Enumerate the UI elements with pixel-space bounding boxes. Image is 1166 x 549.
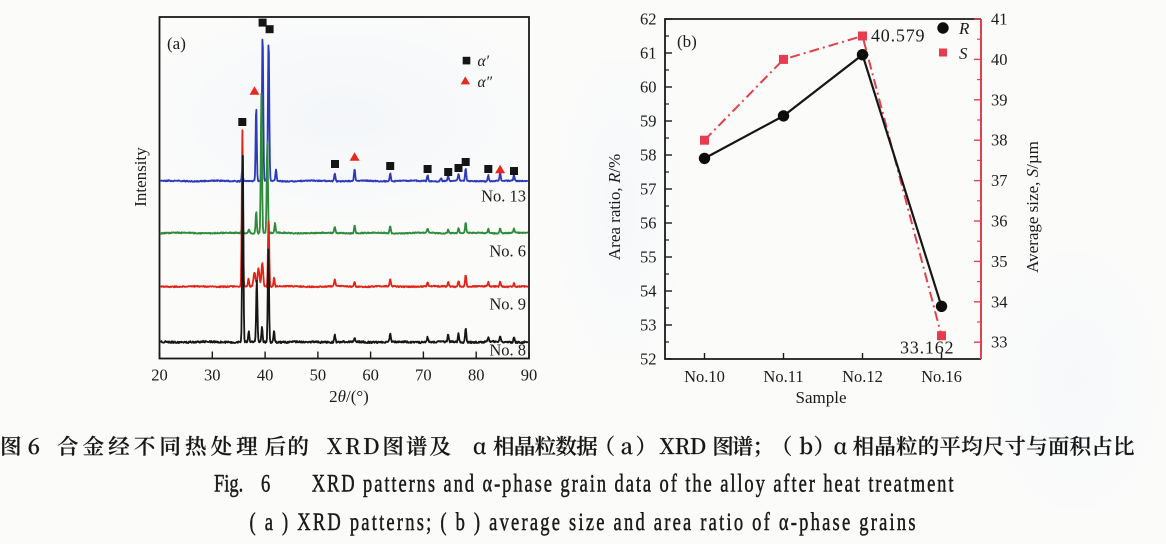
svg-text:36: 36 — [991, 212, 1008, 231]
svg-text:α′: α′ — [478, 53, 490, 70]
svg-text:61: 61 — [640, 44, 657, 63]
svg-text:R: R — [958, 19, 970, 38]
svg-text:90: 90 — [521, 366, 538, 385]
svg-text:6: 6 — [261, 469, 270, 497]
svg-text:( a ) XRD patterns; ( b ) aver: ( a ) XRD patterns; ( b ) average size a… — [250, 507, 916, 535]
svg-text:56: 56 — [640, 214, 657, 233]
svg-text:No.11: No.11 — [763, 367, 803, 386]
svg-text:37: 37 — [991, 171, 1008, 190]
svg-text:60: 60 — [640, 78, 657, 97]
svg-text:33.162: 33.162 — [900, 338, 954, 358]
svg-text:(b): (b) — [677, 32, 697, 51]
svg-text:38: 38 — [991, 131, 1008, 150]
svg-text:40: 40 — [991, 50, 1008, 69]
svg-text:58: 58 — [640, 146, 657, 165]
svg-text:52: 52 — [640, 350, 657, 369]
svg-text:62: 62 — [640, 10, 657, 29]
svg-text:No. 6: No. 6 — [489, 242, 526, 261]
svg-text:57: 57 — [640, 180, 657, 199]
svg-text:(a): (a) — [167, 34, 186, 53]
svg-text:Sample: Sample — [796, 388, 847, 407]
svg-text:Area ratio, R/%: Area ratio, R/% — [605, 154, 624, 260]
svg-text:Average size, S/µm: Average size, S/µm — [1023, 141, 1042, 273]
svg-text:20: 20 — [151, 366, 168, 385]
svg-text:35: 35 — [991, 252, 1008, 271]
svg-text:No.10: No.10 — [684, 367, 725, 386]
svg-text:80: 80 — [468, 366, 485, 385]
svg-text:No. 13: No. 13 — [481, 187, 526, 206]
svg-text:No. 9: No. 9 — [489, 295, 526, 314]
svg-text:No.16: No.16 — [921, 367, 962, 386]
svg-text:50: 50 — [310, 366, 327, 385]
svg-text:XRD patterns and α-phase grain: XRD patterns and α-phase grain data of t… — [312, 469, 954, 497]
svg-text:40: 40 — [257, 366, 274, 385]
svg-text:60: 60 — [362, 366, 379, 385]
svg-text:No.12: No.12 — [842, 367, 883, 386]
svg-text:34: 34 — [991, 292, 1008, 311]
svg-text:59: 59 — [640, 112, 657, 131]
svg-text:53: 53 — [640, 316, 657, 335]
svg-text:33: 33 — [991, 333, 1008, 352]
svg-text:55: 55 — [640, 248, 657, 267]
svg-text:54: 54 — [640, 282, 657, 301]
svg-text:41: 41 — [991, 10, 1008, 29]
svg-text:40.579: 40.579 — [871, 26, 925, 46]
svg-text:39: 39 — [991, 90, 1008, 109]
svg-text:Intensity: Intensity — [131, 147, 150, 207]
svg-text:30: 30 — [204, 366, 221, 385]
svg-text:70: 70 — [415, 366, 432, 385]
svg-text:S: S — [959, 44, 968, 63]
svg-text:Fig.: Fig. — [214, 469, 243, 497]
svg-text:No. 8: No. 8 — [489, 341, 526, 360]
svg-text:2θ/(°): 2θ/(°) — [329, 387, 369, 406]
svg-text:α″: α″ — [478, 74, 493, 91]
